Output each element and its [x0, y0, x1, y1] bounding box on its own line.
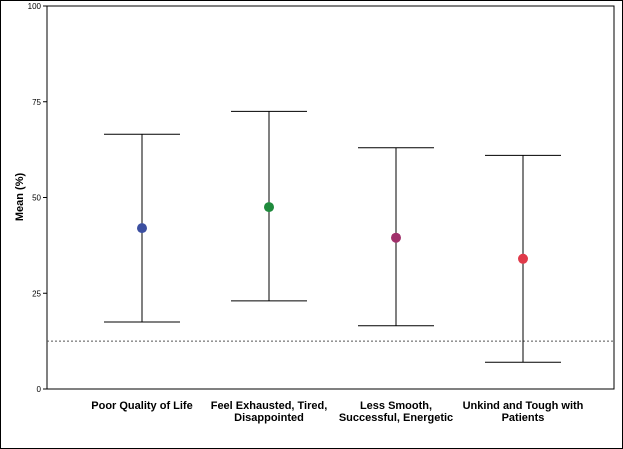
- category-label: Less Smooth,: [360, 400, 432, 412]
- mean-point: [391, 232, 401, 243]
- y-axis-ticks: 0 25 50 75 100: [28, 2, 47, 394]
- plot-area: [46, 5, 615, 390]
- mean-point: [264, 202, 274, 213]
- y-tick-label: 100: [28, 2, 42, 11]
- category-label: Poor Quality of Life: [91, 400, 192, 412]
- category-labels: Poor Quality of Life Feel Exhausted, Tire…: [91, 400, 583, 424]
- y-tick-label: 0: [37, 385, 42, 394]
- category-label: Disappointed: [234, 412, 304, 424]
- category-label: Unkind and Tough with: [463, 400, 584, 412]
- error-bars: [104, 110, 561, 363]
- mean-point: [137, 223, 147, 234]
- y-axis-title: Mean (%): [14, 173, 26, 222]
- category-label: Feel Exhausted, Tired,: [211, 400, 328, 412]
- category-label: Patients: [502, 412, 545, 424]
- category-label: Successful, Energetic: [339, 412, 453, 424]
- y-tick-label: 50: [32, 194, 41, 203]
- y-tick-label: 25: [32, 289, 41, 298]
- mean-point: [518, 253, 528, 264]
- y-tick-label: 75: [32, 98, 41, 107]
